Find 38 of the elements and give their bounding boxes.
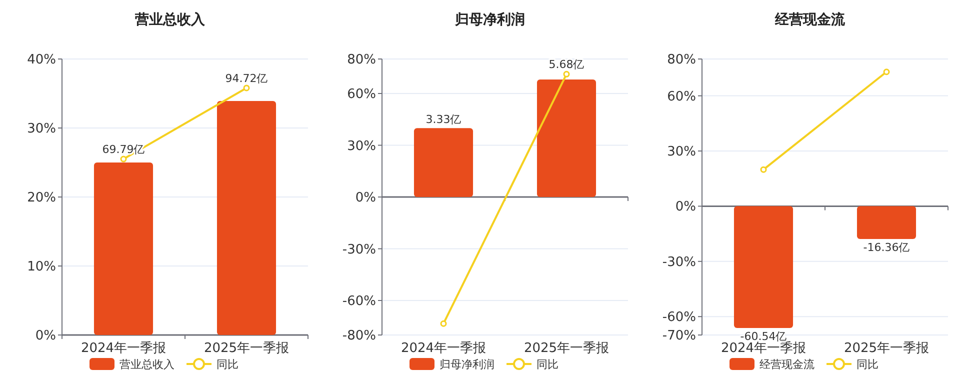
y-tick-label: -60% [662,310,696,326]
legend-label: 经营现金流 [760,358,814,371]
y-tick-label: -30% [342,242,376,258]
legend-label: 同比 [856,358,878,371]
legend-label: 归母净利润 [440,358,494,371]
y-tick-label: 60% [667,89,696,104]
legend-label: 营业总收入 [120,358,174,371]
y-tick-label: 80% [347,52,376,68]
y-tick-label: -80% [342,328,376,344]
x-tick-label: 2024年一季报 [720,341,806,356]
x-tick-label: 2025年一季报 [524,341,610,356]
data-label: 94.72亿 [225,72,268,85]
y-tick-label: 30% [667,144,696,160]
chart-title: 经营现金流 [774,11,846,28]
data-label: 3.33亿 [426,113,462,126]
x-tick-label: 2025年一季报 [844,341,930,356]
y-tick-label: 20% [27,190,56,206]
legend-label: 同比 [216,358,238,371]
legend-label: 同比 [536,358,558,371]
y-tick-label: -70% [662,328,696,344]
x-tick-label: 2025年一季报 [204,341,290,356]
y-tick-label: 0% [675,200,696,215]
y-tick-label: 80% [667,52,696,68]
y-tick-label: 60% [347,87,376,102]
y-tick-label: 40% [27,52,56,68]
data-label: 5.68亿 [548,58,584,72]
y-tick-label: -30% [662,254,696,270]
y-tick-label: -60% [342,294,376,309]
y-tick-label: 0% [355,190,376,206]
x-tick-label: 2024年一季报 [80,341,166,356]
y-tick-label: 10% [27,260,56,274]
data-label: -16.36亿 [863,241,910,254]
y-tick-label: 30% [27,122,56,136]
x-tick-label: 2024年一季报 [400,341,486,356]
y-tick-label: 0% [35,328,56,344]
chart-title: 营业总收入 [134,12,206,28]
y-tick-label: 30% [347,138,376,154]
chart-title: 归母净利润 [454,11,525,28]
